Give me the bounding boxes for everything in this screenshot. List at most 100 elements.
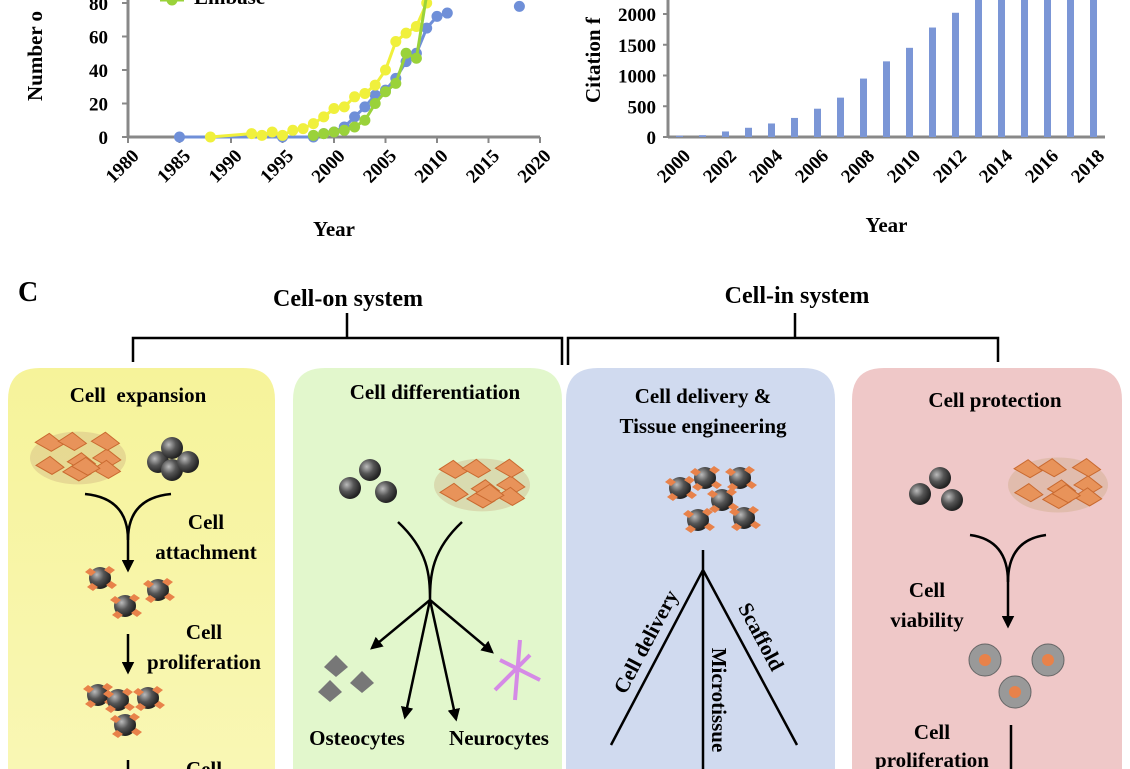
cell-icon bbox=[495, 486, 526, 506]
x-tick-label: 2014 bbox=[975, 145, 1017, 187]
x-tick-label: 2016 bbox=[1021, 146, 1063, 188]
data-point bbox=[431, 10, 443, 22]
osteocyte-icon bbox=[350, 671, 374, 693]
box bbox=[566, 368, 835, 769]
data-point bbox=[307, 129, 319, 141]
data-point bbox=[349, 111, 361, 123]
cell-icon bbox=[102, 683, 113, 691]
cell-icon bbox=[439, 482, 469, 502]
bracket bbox=[566, 313, 1000, 365]
diagram: C Cell-on system Cell-in system Cell exp… bbox=[8, 277, 1122, 769]
cell-icon bbox=[87, 583, 98, 591]
step-label: Cell bbox=[909, 578, 945, 602]
y-tick-label: 20 bbox=[89, 95, 108, 116]
bar bbox=[1021, 0, 1028, 137]
box-title: Cell delivery & bbox=[635, 384, 771, 408]
y-tick-label: 1000 bbox=[618, 67, 656, 88]
cell-icon bbox=[112, 611, 123, 619]
data-point bbox=[349, 121, 361, 133]
cell-icon bbox=[1037, 458, 1068, 478]
cell-icon bbox=[129, 713, 140, 721]
sphere-icon bbox=[161, 437, 183, 459]
x-tick-label: 2008 bbox=[837, 146, 879, 188]
cell-icon bbox=[91, 459, 122, 479]
bar bbox=[860, 78, 867, 137]
data-point bbox=[390, 36, 402, 48]
cell-icon bbox=[131, 609, 142, 617]
cell-icon bbox=[83, 685, 94, 693]
data-point bbox=[266, 126, 278, 138]
data-point bbox=[400, 47, 412, 59]
cell-icon bbox=[461, 458, 492, 478]
bar bbox=[906, 47, 913, 138]
cell-icon bbox=[750, 521, 761, 529]
bar bbox=[929, 27, 936, 138]
step-label: Cell bbox=[188, 510, 224, 534]
data-point bbox=[441, 7, 453, 19]
cell-icon bbox=[746, 481, 757, 489]
box bbox=[852, 368, 1122, 769]
sphere-icon bbox=[909, 483, 931, 505]
cell-icon bbox=[152, 686, 163, 694]
cell-icon bbox=[112, 730, 123, 738]
data-point bbox=[359, 101, 371, 113]
data-point bbox=[369, 98, 381, 109]
cell-icon bbox=[728, 503, 739, 511]
bar bbox=[676, 135, 683, 137]
data-point bbox=[400, 27, 412, 39]
cell-icon bbox=[90, 431, 121, 451]
cell-icon bbox=[110, 715, 121, 723]
data-point bbox=[410, 20, 422, 32]
x-tick-label: 2015 bbox=[462, 146, 504, 188]
cell-icon bbox=[122, 688, 133, 696]
cell-icon bbox=[106, 581, 117, 589]
y-tick-label: 500 bbox=[628, 97, 657, 118]
neurocyte-icon bbox=[493, 639, 541, 701]
merge-curve bbox=[397, 521, 463, 601]
cell-icon bbox=[685, 525, 696, 533]
cell-icon bbox=[131, 728, 142, 736]
box-title: Cell differentiation bbox=[350, 380, 521, 404]
bar bbox=[1044, 0, 1051, 138]
cell-icon bbox=[692, 483, 703, 491]
step-label: proliferation bbox=[147, 650, 261, 674]
group-label: Cell-on system bbox=[273, 286, 423, 312]
cell-icon bbox=[154, 701, 165, 709]
cell-icon bbox=[1071, 457, 1102, 478]
cell-icon bbox=[665, 478, 676, 486]
x-tick-label: 1980 bbox=[102, 146, 144, 188]
bar bbox=[791, 117, 798, 137]
cell-icon bbox=[725, 468, 736, 476]
x-tick-label: 2004 bbox=[745, 145, 787, 187]
y-tick-label: 2000 bbox=[618, 5, 656, 26]
bar bbox=[768, 123, 775, 137]
cell-icon bbox=[143, 580, 154, 588]
cell-icon bbox=[85, 700, 96, 708]
cell-icon bbox=[70, 456, 101, 476]
data-point bbox=[369, 89, 381, 101]
data-point bbox=[359, 114, 371, 126]
cell-icon bbox=[129, 594, 140, 602]
cell-icon bbox=[474, 483, 505, 503]
x-tick-label: 2018 bbox=[1067, 146, 1109, 188]
split-arrows bbox=[609, 550, 799, 769]
bar bbox=[998, 0, 1005, 138]
data-point bbox=[369, 79, 381, 91]
bar bbox=[883, 61, 890, 138]
group-label: Cell-in system bbox=[725, 283, 870, 309]
bar bbox=[837, 97, 844, 137]
bar bbox=[745, 127, 752, 137]
x-tick-label: 2006 bbox=[791, 146, 833, 188]
data-point bbox=[246, 128, 258, 140]
cell-icon bbox=[702, 508, 713, 516]
cell-icon bbox=[684, 476, 695, 484]
cell-icon bbox=[124, 703, 135, 711]
cell-icon bbox=[690, 468, 701, 476]
x-axis-label: Year bbox=[866, 213, 908, 237]
data-point bbox=[410, 52, 422, 64]
cell-icon bbox=[85, 568, 96, 576]
arrow bbox=[370, 599, 431, 650]
y-tick-label: 1500 bbox=[618, 36, 656, 57]
step-label: Cell bbox=[186, 757, 222, 769]
